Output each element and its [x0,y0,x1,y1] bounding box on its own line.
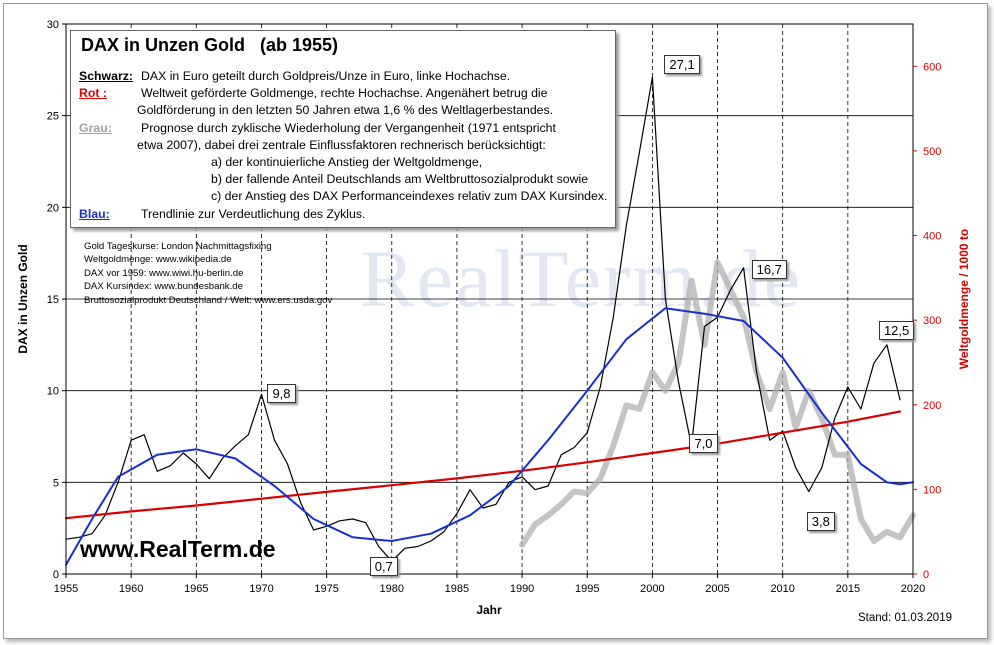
y-tick-label: 15 [47,294,59,306]
x-tick-label: 1990 [510,583,534,595]
legend-text: etwa 2007), dabei drei zentrale Einfluss… [137,137,546,152]
dax-gold-ratio-line [65,76,901,562]
x-tick-label: 2000 [640,583,664,595]
value-annotation: 0,7 [369,557,398,577]
chart-title-text: DAX in Unzen Gold [81,35,245,55]
x-tick-label: 2005 [705,583,729,595]
chart-subtitle: (ab 1955) [260,35,339,55]
x-tick-label: 1975 [314,583,338,595]
y-tick-label: 10 [47,386,59,398]
x-tick-label: 1965 [184,583,208,595]
y-tick-label: 25 [47,111,59,123]
y-tick-label: 5 [53,477,59,489]
value-annotation: 7,0 [689,433,718,453]
x-tick-label: 2020 [901,583,925,595]
value-annotation: 12,5 [878,320,915,340]
source-line: Weltgoldmenge: www.wikipedia.de [84,254,232,266]
source-line: Bruttosozialprodukt Deutschland / Welt: … [84,294,333,306]
legend-key: Schwarz: [79,69,133,83]
x-tick-label: 2015 [836,583,860,595]
legend-text: c) der Anstieg des DAX Performanceindexe… [211,189,608,204]
y-right-tick-label: 600 [923,61,941,73]
legend-text: DAX in Euro geteilt durch Goldpreis/Unze… [141,69,511,83]
y-right-tick-label: 300 [923,315,941,327]
forecast-line [519,259,916,548]
legend-key: Rot : [79,86,107,101]
y-tick-label: 20 [47,202,59,214]
source-line: DAX Kursindex: www.bundesbank.de [84,281,243,293]
y-right-tick-label: 500 [923,146,941,158]
sources-list: Gold Tageskurse: London Nachmittagsfixin… [84,240,332,307]
x-tick-label: 1955 [54,583,78,595]
world-gold-line [64,410,902,520]
y-right-tick-label: 200 [923,400,941,412]
legend-text: Prognose durch zyklische Wiederholung de… [141,120,556,135]
trend-line [65,307,914,566]
x-axis-label: Jahr [476,603,502,617]
y-right-tick-label: 0 [923,569,929,581]
site-url: www.RealTerm.de [80,536,276,562]
y-right-tick-label: 400 [923,231,941,243]
value-annotation: 9,8 [267,384,296,404]
legend-text: Goldförderung in den letzten 50 Jahren e… [137,103,554,118]
y-axis-label: DAX in Unzen Gold [16,244,30,353]
y-tick-label: 0 [53,569,59,581]
legend-text: a) der kontinuierliche Anstieg der Weltg… [211,155,483,169]
chart-title: DAX in Unzen Gold (ab 1955) [81,35,339,55]
source-line: DAX vor 1959: www.wiwi.hu-berlin.de [84,267,244,279]
x-tick-label: 1960 [119,583,143,595]
y-axis-right-label: Weltgoldmenge / 1000 to [957,229,971,369]
legend-text: b) der fallende Anteil Deutschlands am W… [211,172,589,187]
legend-key: Blau: [79,206,110,221]
x-tick-label: 1970 [249,583,273,595]
value-annotation: 16,7 [751,259,787,279]
legend-text: Weltweit geförderte Goldmenge, rechte Ho… [141,86,548,101]
legend-key: Grau: [79,120,112,135]
source-line: Gold Tageskurse: London Nachmittagsfixin… [84,241,272,252]
value-annotation: 27,1 [664,55,700,75]
x-tick-label: 1980 [380,583,404,595]
x-tick-label: 1995 [575,583,599,595]
y-tick-label: 30 [47,19,59,31]
x-tick-label: 1985 [445,583,469,595]
y-right-tick-label: 100 [923,484,941,496]
legend-text: Trendlinie zur Verdeutlichung des Zyklus… [141,206,366,221]
stand-date: Stand: 01.03.2019 [858,612,952,624]
legend-box: DAX in Unzen Gold (ab 1955) Schwarz: DAX … [70,30,616,228]
x-tick-label: 2010 [770,583,794,595]
value-annotation: 3,8 [806,512,835,532]
